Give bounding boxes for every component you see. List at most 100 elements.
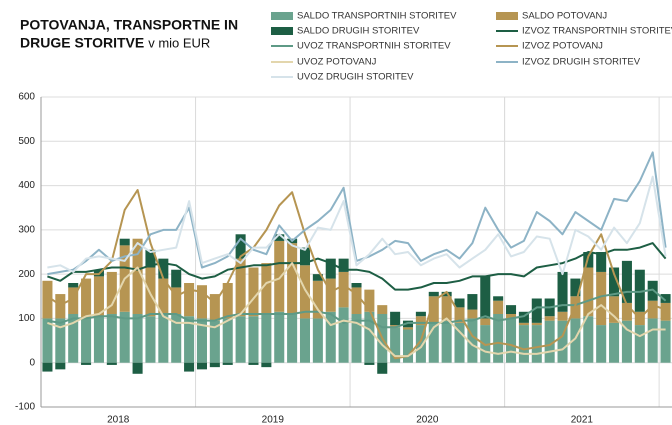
- chart-title: POTOVANJA, TRANSPORTNE IN: [20, 17, 238, 33]
- bar-segment: [621, 260, 632, 303]
- bar-segment: [106, 362, 117, 365]
- bar-segment: [196, 285, 207, 319]
- bar-segment: [609, 267, 620, 297]
- bar-segment: [402, 320, 414, 328]
- legend: SALDO TRANSPORTNIH STORITEV SALDO POTOVAN…: [271, 11, 672, 83]
- bar-segment: [248, 316, 259, 363]
- bar-segment: [557, 271, 568, 312]
- bar-segment: [596, 271, 607, 326]
- bar-segment: [428, 296, 439, 323]
- bar-segment: [647, 300, 658, 319]
- x-tick-label: 2019: [262, 415, 285, 425]
- legend-label: IZVOZ DRUGIH STORITEV: [522, 57, 641, 68]
- bar-segment: [351, 283, 362, 288]
- bar-segment: [184, 316, 195, 363]
- bar-segment: [261, 263, 272, 314]
- bar-segment: [415, 325, 426, 363]
- legend-label: UVOZ DRUGIH STORITEV: [297, 72, 414, 83]
- bar-segment: [299, 318, 311, 363]
- bar-segment: [441, 291, 452, 297]
- bar-segment: [441, 320, 452, 363]
- bar-segment: [132, 362, 143, 374]
- bar-segment: [531, 325, 542, 363]
- line: [47, 262, 666, 358]
- bar-segment: [518, 325, 529, 363]
- bar-segment: [325, 311, 336, 363]
- bar-segment: [621, 302, 632, 321]
- y-tick-label: 500: [18, 136, 35, 147]
- bar-segment: [287, 314, 298, 363]
- bar-segment: [312, 280, 323, 319]
- y-tick-label: 400: [18, 180, 35, 191]
- bar-segment: [235, 234, 246, 259]
- bar-segment: [531, 298, 542, 323]
- y-tick-label: -100: [15, 402, 35, 413]
- bar-segment: [196, 318, 207, 363]
- x-tick-label: 2021: [571, 415, 594, 425]
- bar-segment: [377, 305, 388, 314]
- bar-segment: [93, 276, 104, 317]
- bar-segment: [171, 269, 182, 288]
- bar-segment: [402, 329, 414, 363]
- plot-area: [40, 96, 672, 408]
- bar-segment: [557, 320, 568, 363]
- legend-swatch: [496, 12, 518, 20]
- bar-segment: [351, 287, 362, 314]
- x-tick-label: 2018: [107, 415, 130, 425]
- line: [47, 175, 667, 276]
- legend-label: UVOZ TRANSPORTNIH STORITEV: [297, 41, 451, 52]
- bar-segment: [454, 298, 465, 308]
- bar-segment: [235, 316, 246, 363]
- bar-segment: [338, 307, 349, 363]
- bar-segment: [196, 362, 207, 370]
- bar-segment: [493, 296, 504, 301]
- bar-segment: [145, 316, 156, 363]
- bar-segment: [325, 258, 336, 279]
- bar-segment: [55, 294, 66, 319]
- bar-segment: [518, 311, 529, 323]
- bar-segment: [222, 318, 233, 363]
- legend-label: SALDO TRANSPORTNIH STORITEV: [297, 11, 457, 22]
- bar-segment: [132, 314, 143, 363]
- bar-segment: [467, 309, 478, 319]
- bar-segment: [647, 318, 658, 363]
- bar-segment: [158, 314, 169, 363]
- bar-segment: [248, 362, 259, 365]
- bar-segment: [428, 291, 439, 297]
- bar-segment: [68, 287, 79, 314]
- bar-segment: [609, 296, 620, 323]
- bar-segment: [325, 278, 336, 312]
- bar-segment: [467, 318, 478, 363]
- bar-segment: [299, 247, 311, 266]
- bar-segment: [106, 271, 117, 314]
- bar-segment: [93, 316, 104, 363]
- bar-segment: [634, 269, 645, 312]
- bar-segment: [274, 311, 285, 363]
- bar-segment: [660, 302, 671, 321]
- legend-label: IZVOZ POTOVANJ: [522, 41, 603, 52]
- bar-segment: [402, 327, 414, 330]
- bar-segment: [364, 311, 375, 363]
- bar-segment: [209, 320, 220, 363]
- bar-segment: [480, 318, 491, 326]
- bar-segment: [351, 314, 362, 363]
- y-tick-label: 200: [18, 269, 35, 280]
- bar-segment: [171, 314, 182, 363]
- bar-segment: [106, 314, 117, 363]
- bar-segment: [42, 362, 53, 372]
- bar-segment: [660, 294, 671, 303]
- bar-segment: [467, 294, 478, 310]
- bar-segment: [428, 322, 439, 363]
- bar-segment: [68, 314, 79, 363]
- bar-segment: [364, 362, 375, 365]
- bar-segment: [42, 280, 53, 319]
- bar-segment: [184, 283, 195, 317]
- bar-segment: [158, 258, 169, 279]
- bar-segment: [390, 325, 401, 328]
- bar-segment: [583, 267, 594, 317]
- x-tick-label: 2020: [416, 415, 439, 425]
- bar-segment: [55, 318, 66, 363]
- bar-segment: [531, 322, 542, 326]
- bar-segment: [338, 258, 349, 272]
- bar-segment: [55, 362, 66, 370]
